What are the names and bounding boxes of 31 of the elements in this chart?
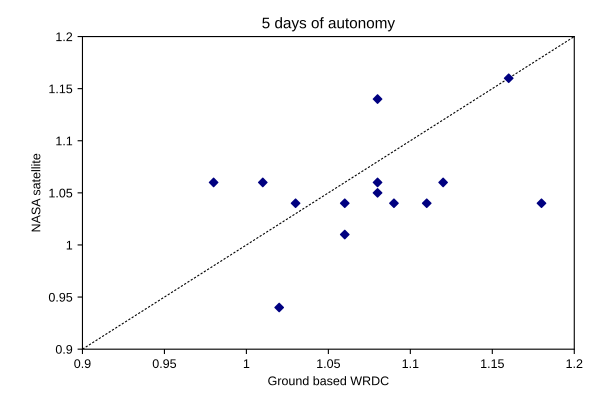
point xyxy=(258,178,268,188)
point xyxy=(274,302,284,312)
y-tick-label: 0.95 xyxy=(48,292,72,302)
point xyxy=(372,188,382,198)
point xyxy=(389,198,399,208)
y-tick-label: 1.2 xyxy=(56,32,72,42)
chart-title: 5 days of autonomy xyxy=(262,17,396,32)
point xyxy=(422,198,432,208)
x-tick-label: 1.2 xyxy=(566,359,582,368)
x-tick-label: 0.95 xyxy=(152,359,176,368)
point xyxy=(340,198,350,208)
point xyxy=(504,73,514,84)
x-tick-label: 1.15 xyxy=(481,359,504,368)
x-axis-title: Ground based WRDC xyxy=(268,376,389,386)
point xyxy=(208,178,218,188)
x-tick-label: 1.1 xyxy=(402,359,418,368)
y-tick-label: 0.9 xyxy=(56,344,72,354)
x-tick-label: 1.05 xyxy=(317,359,340,368)
y-tick-label: 1.1 xyxy=(56,136,72,146)
y-tick-label: 1.05 xyxy=(49,188,72,198)
point xyxy=(438,178,448,188)
point xyxy=(372,178,382,188)
point xyxy=(290,198,300,208)
x-tick-label: 1 xyxy=(244,359,250,368)
x-tick-label: 0.9 xyxy=(74,359,91,368)
y-tick-label: 1 xyxy=(66,240,72,250)
point xyxy=(372,94,382,104)
point xyxy=(340,230,350,240)
y-tick-label: 1.15 xyxy=(49,84,72,94)
y-axis-title: NASA satellite xyxy=(31,154,40,232)
point xyxy=(536,198,546,208)
